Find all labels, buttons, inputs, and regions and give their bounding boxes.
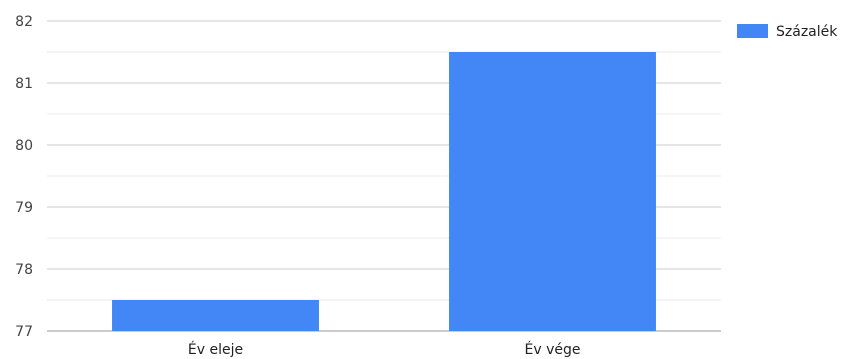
legend-label-szazalek: Százalék — [776, 24, 838, 40]
y-axis-ticks: 77 78 79 80 81 82 — [15, 14, 33, 340]
bar-1 — [449, 52, 656, 331]
x-tick-label-0: Év eleje — [188, 341, 243, 358]
x-axis-labels: Év eleje Év vége — [188, 341, 581, 358]
y-tick-label-79: 79 — [15, 200, 33, 216]
y-tick-label-81: 81 — [15, 76, 33, 92]
y-tick-label-80: 80 — [15, 138, 33, 154]
y-tick-label-82: 82 — [15, 14, 33, 30]
bars — [112, 52, 656, 331]
x-tick-label-1: Év vége — [525, 341, 581, 358]
y-tick-label-78: 78 — [15, 262, 33, 278]
y-tick-label-77: 77 — [15, 324, 33, 340]
legend: Százalék — [737, 24, 838, 40]
bar-0 — [112, 300, 319, 331]
legend-swatch-szazalek — [737, 24, 768, 38]
